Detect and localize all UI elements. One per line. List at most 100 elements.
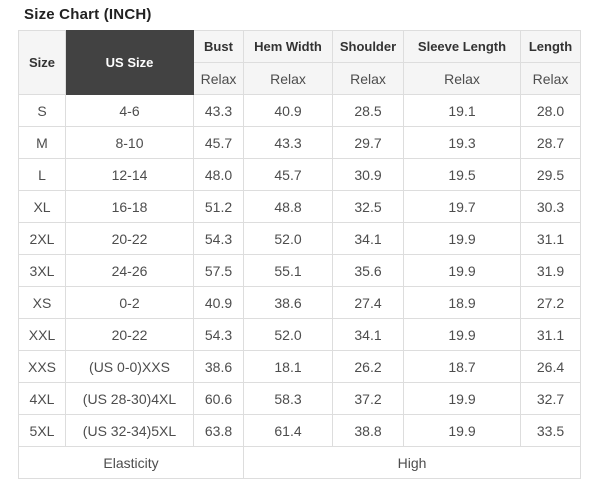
length-cell: 31.9 [520, 254, 581, 287]
us-size-cell: 20-22 [65, 222, 194, 255]
elasticity-label: Elasticity [18, 446, 244, 479]
hem-width-cell: 52.0 [243, 318, 333, 351]
sleeve-length-cell: 18.9 [403, 286, 521, 319]
elasticity-value: High [243, 446, 581, 479]
table-row: XS 0-2 40.9 38.6 27.4 18.9 27.2 [18, 286, 581, 319]
fit-cell-bust: Relax [193, 62, 244, 95]
us-size-cell: 8-10 [65, 126, 194, 159]
table-row: S 4-6 43.3 40.9 28.5 19.1 28.0 [18, 94, 581, 127]
column-header-hem-width: Hem Width [243, 30, 333, 63]
hem-width-cell: 58.3 [243, 382, 333, 415]
column-header-row: Size US Size Bust Hem Width Shoulder Sle… [18, 30, 581, 95]
size-cell: 5XL [18, 414, 66, 447]
size-cell: XS [18, 286, 66, 319]
hem-width-cell: 18.1 [243, 350, 333, 383]
table-row: M 8-10 45.7 43.3 29.7 19.3 28.7 [18, 126, 581, 159]
shoulder-cell: 29.7 [332, 126, 404, 159]
shoulder-cell: 38.8 [332, 414, 404, 447]
us-size-cell: 20-22 [65, 318, 194, 351]
hem-width-cell: 52.0 [243, 222, 333, 255]
us-size-cell: (US 0-0)XXS [65, 350, 194, 383]
page-title: Size Chart (INCH) [24, 6, 152, 23]
length-cell: 31.1 [520, 318, 581, 351]
sleeve-length-cell: 19.9 [403, 382, 521, 415]
table-row: XL 16-18 51.2 48.8 32.5 19.7 30.3 [18, 190, 581, 223]
sleeve-length-cell: 19.9 [403, 414, 521, 447]
us-size-cell: 12-14 [65, 158, 194, 191]
length-cell: 27.2 [520, 286, 581, 319]
size-cell: M [18, 126, 66, 159]
size-cell: XXL [18, 318, 66, 351]
size-chart-table: Size US Size Bust Hem Width Shoulder Sle… [18, 30, 581, 479]
us-size-cell: 16-18 [65, 190, 194, 223]
sleeve-length-cell: 19.1 [403, 94, 521, 127]
size-cell: 3XL [18, 254, 66, 287]
fit-type-row: Relax Relax Relax Relax Relax [19, 62, 581, 95]
size-cell: 4XL [18, 382, 66, 415]
shoulder-cell: 34.1 [332, 318, 404, 351]
elasticity-row: Elasticity High [18, 446, 581, 479]
bust-cell: 54.3 [193, 318, 244, 351]
size-cell: 2XL [18, 222, 66, 255]
fit-cell-length: Relax [520, 62, 581, 95]
shoulder-cell: 37.2 [332, 382, 404, 415]
shoulder-cell: 26.2 [332, 350, 404, 383]
hem-width-cell: 38.6 [243, 286, 333, 319]
bust-cell: 45.7 [193, 126, 244, 159]
column-header-sleeve-length: Sleeve Length [403, 30, 521, 63]
length-cell: 29.5 [520, 158, 581, 191]
shoulder-cell: 35.6 [332, 254, 404, 287]
bust-cell: 38.6 [193, 350, 244, 383]
length-cell: 28.7 [520, 126, 581, 159]
sleeve-length-cell: 19.5 [403, 158, 521, 191]
fit-cell-sleeve-length: Relax [403, 62, 521, 95]
size-cell: L [18, 158, 66, 191]
shoulder-cell: 32.5 [332, 190, 404, 223]
table-row: 4XL (US 28-30)4XL 60.6 58.3 37.2 19.9 32.7 [18, 382, 581, 415]
bust-cell: 40.9 [193, 286, 244, 319]
shoulder-cell: 28.5 [332, 94, 404, 127]
size-cell: S [18, 94, 66, 127]
table-row: L 12-14 48.0 45.7 30.9 19.5 29.5 [18, 158, 581, 191]
fit-cell-shoulder: Relax [332, 62, 404, 95]
sleeve-length-cell: 19.9 [403, 254, 521, 287]
bust-cell: 57.5 [193, 254, 244, 287]
bust-cell: 48.0 [193, 158, 244, 191]
column-header-us-size-selected: US Size [65, 30, 194, 95]
hem-width-cell: 43.3 [243, 126, 333, 159]
length-cell: 33.5 [520, 414, 581, 447]
fit-cell-hem-width: Relax [243, 62, 333, 95]
sleeve-length-cell: 19.7 [403, 190, 521, 223]
bust-cell: 63.8 [193, 414, 244, 447]
column-header-size: Size [18, 30, 66, 95]
us-size-cell: (US 32-34)5XL [65, 414, 194, 447]
length-cell: 26.4 [520, 350, 581, 383]
hem-width-cell: 40.9 [243, 94, 333, 127]
column-header-shoulder: Shoulder [332, 30, 404, 63]
length-cell: 31.1 [520, 222, 581, 255]
table-row: XXS (US 0-0)XXS 38.6 18.1 26.2 18.7 26.4 [18, 350, 581, 383]
hem-width-cell: 48.8 [243, 190, 333, 223]
size-cell: XL [18, 190, 66, 223]
sleeve-length-cell: 18.7 [403, 350, 521, 383]
hem-width-cell: 45.7 [243, 158, 333, 191]
shoulder-cell: 27.4 [332, 286, 404, 319]
sleeve-length-cell: 19.9 [403, 318, 521, 351]
table-row: 5XL (US 32-34)5XL 63.8 61.4 38.8 19.9 33.5 [18, 414, 581, 447]
bust-cell: 51.2 [193, 190, 244, 223]
length-cell: 30.3 [520, 190, 581, 223]
us-size-cell: 0-2 [65, 286, 194, 319]
length-cell: 32.7 [520, 382, 581, 415]
size-cell: XXS [18, 350, 66, 383]
us-size-cell: (US 28-30)4XL [65, 382, 194, 415]
bust-cell: 54.3 [193, 222, 244, 255]
column-header-length: Length [520, 30, 581, 63]
table-row: XXL 20-22 54.3 52.0 34.1 19.9 31.1 [18, 318, 581, 351]
table-row: 3XL 24-26 57.5 55.1 35.6 19.9 31.9 [18, 254, 581, 287]
table-row: 2XL 20-22 54.3 52.0 34.1 19.9 31.1 [18, 222, 581, 255]
shoulder-cell: 34.1 [332, 222, 404, 255]
hem-width-cell: 61.4 [243, 414, 333, 447]
sleeve-length-cell: 19.9 [403, 222, 521, 255]
us-size-cell: 4-6 [65, 94, 194, 127]
